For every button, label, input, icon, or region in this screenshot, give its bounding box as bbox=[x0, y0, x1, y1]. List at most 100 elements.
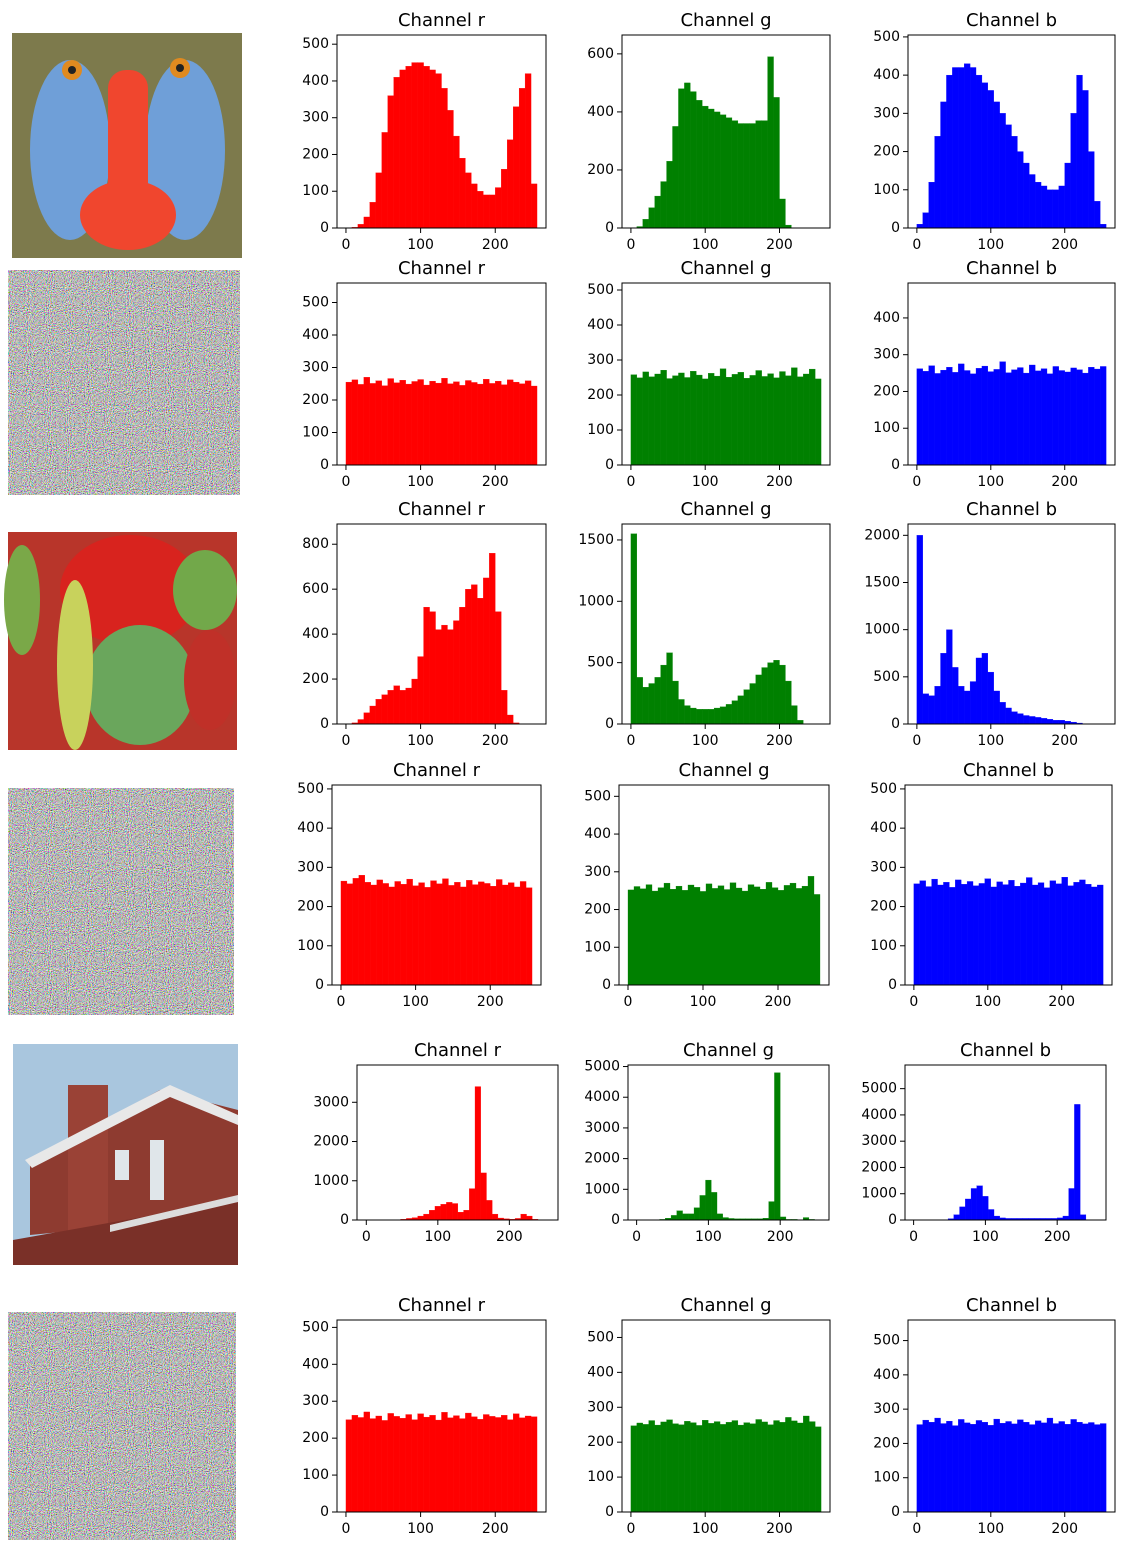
histogram-bar bbox=[655, 1425, 661, 1512]
histogram-bar bbox=[465, 1413, 471, 1512]
y-tick-label: 600 bbox=[587, 46, 614, 62]
histogram-bar bbox=[458, 1212, 464, 1220]
histogram-bar bbox=[976, 368, 982, 465]
histogram-bar bbox=[960, 1207, 966, 1220]
y-tick-label: 400 bbox=[302, 327, 329, 343]
histogram-bar bbox=[436, 74, 442, 228]
histogram-bar bbox=[784, 885, 790, 985]
histogram-bar bbox=[809, 369, 815, 465]
histogram-bar bbox=[412, 679, 418, 724]
histogram-bar bbox=[359, 875, 365, 985]
histogram-bar bbox=[424, 1214, 430, 1220]
histogram-bar bbox=[970, 1424, 976, 1512]
histogram-bar bbox=[985, 879, 991, 985]
histogram-bar bbox=[750, 124, 756, 228]
histogram-bar bbox=[1053, 190, 1059, 228]
histogram-bar bbox=[952, 1426, 958, 1512]
histogram-bar bbox=[706, 884, 712, 985]
y-tick-label: 400 bbox=[873, 310, 900, 326]
chart-title: Channel r bbox=[398, 499, 486, 520]
x-tick-label: 100 bbox=[977, 1521, 1004, 1537]
y-tick-label: 100 bbox=[587, 422, 614, 438]
histogram-bar bbox=[382, 695, 388, 724]
x-tick-label: 0 bbox=[912, 474, 921, 490]
y-tick-label: 2000 bbox=[313, 1134, 349, 1150]
histogram-bar bbox=[631, 375, 637, 465]
histogram-bar bbox=[1053, 720, 1059, 724]
histogram-bar bbox=[732, 701, 738, 724]
histogram-bar bbox=[525, 1416, 531, 1512]
y-tick-label: 300 bbox=[870, 859, 897, 875]
histogram-bar bbox=[453, 382, 459, 465]
histogram-bar bbox=[1006, 373, 1012, 465]
histogram-bar bbox=[684, 378, 690, 466]
x-tick-label: 0 bbox=[624, 994, 633, 1010]
histogram-bar bbox=[667, 161, 673, 228]
x-tick-label: 100 bbox=[977, 237, 1004, 253]
histogram-bar bbox=[774, 660, 780, 724]
histogram-bar bbox=[935, 373, 941, 465]
histogram-bar bbox=[501, 169, 507, 228]
histogram-bar bbox=[418, 657, 424, 724]
histogram-bar bbox=[696, 1425, 702, 1512]
x-tick-label: 0 bbox=[341, 1521, 350, 1537]
histogram-bar bbox=[1029, 1425, 1035, 1512]
axes-frame bbox=[357, 1065, 558, 1220]
histogram-bar bbox=[471, 382, 477, 465]
image-noise bbox=[8, 270, 240, 495]
histogram-bar bbox=[352, 380, 358, 465]
x-tick-label: 100 bbox=[407, 474, 434, 490]
histogram-bar bbox=[1085, 884, 1091, 985]
histogram-bar bbox=[489, 553, 495, 724]
histogram-bar bbox=[1077, 1422, 1083, 1512]
histogram-bar bbox=[714, 708, 720, 724]
histogram-bar bbox=[976, 75, 982, 228]
histogram-bar bbox=[496, 880, 502, 985]
histogram-bar bbox=[643, 372, 649, 465]
histogram-bar bbox=[520, 881, 526, 985]
histogram-bar bbox=[964, 1423, 970, 1512]
x-tick-label: 200 bbox=[1044, 1229, 1071, 1245]
histogram-bar bbox=[1068, 886, 1074, 985]
x-tick-label: 200 bbox=[1051, 237, 1078, 253]
histogram-bar bbox=[649, 377, 655, 465]
histogram-bar bbox=[1063, 1216, 1069, 1220]
histogram-bar bbox=[661, 370, 667, 465]
histogram-bar bbox=[711, 1192, 717, 1220]
histogram-bar bbox=[1012, 712, 1018, 724]
histogram-bar bbox=[991, 887, 997, 985]
x-tick-label: 200 bbox=[496, 1229, 523, 1245]
histogram-bar bbox=[726, 377, 732, 465]
histogram-bar bbox=[917, 224, 923, 228]
histogram-bar bbox=[1035, 371, 1041, 465]
histogram-bar bbox=[1023, 1422, 1029, 1512]
chart-title: Channel b bbox=[966, 258, 1057, 279]
histogram-bar bbox=[779, 1422, 785, 1512]
histogram-bar bbox=[923, 371, 929, 465]
x-tick-label: 100 bbox=[692, 733, 719, 749]
histogram-bar bbox=[678, 89, 684, 228]
histogram-bar bbox=[791, 1421, 797, 1512]
histogram-bar bbox=[481, 1173, 487, 1220]
axes-frame bbox=[628, 1065, 829, 1220]
histogram-bar bbox=[750, 1424, 756, 1512]
histogram-bar bbox=[643, 1424, 649, 1512]
y-tick-label: 0 bbox=[891, 220, 900, 236]
histogram-bar bbox=[664, 883, 670, 985]
histogram-bar bbox=[994, 1419, 1000, 1512]
histogram-bar bbox=[531, 184, 537, 228]
x-tick-label: 0 bbox=[912, 733, 921, 749]
x-tick-label: 200 bbox=[1051, 1521, 1078, 1537]
histogram-bar bbox=[1088, 1423, 1094, 1512]
histogram-bar bbox=[744, 1423, 750, 1512]
y-tick-label: 0 bbox=[315, 977, 324, 993]
histogram-bar bbox=[495, 612, 501, 724]
histogram-bar bbox=[413, 886, 419, 985]
histogram-bar bbox=[1003, 885, 1009, 985]
x-tick-label: 200 bbox=[1048, 994, 1075, 1010]
histogram-bar bbox=[941, 102, 947, 228]
histogram-bar bbox=[964, 371, 970, 465]
x-tick-label: 100 bbox=[692, 1521, 719, 1537]
x-tick-label: 200 bbox=[482, 1521, 509, 1537]
chart-title: Channel b bbox=[966, 499, 1057, 520]
